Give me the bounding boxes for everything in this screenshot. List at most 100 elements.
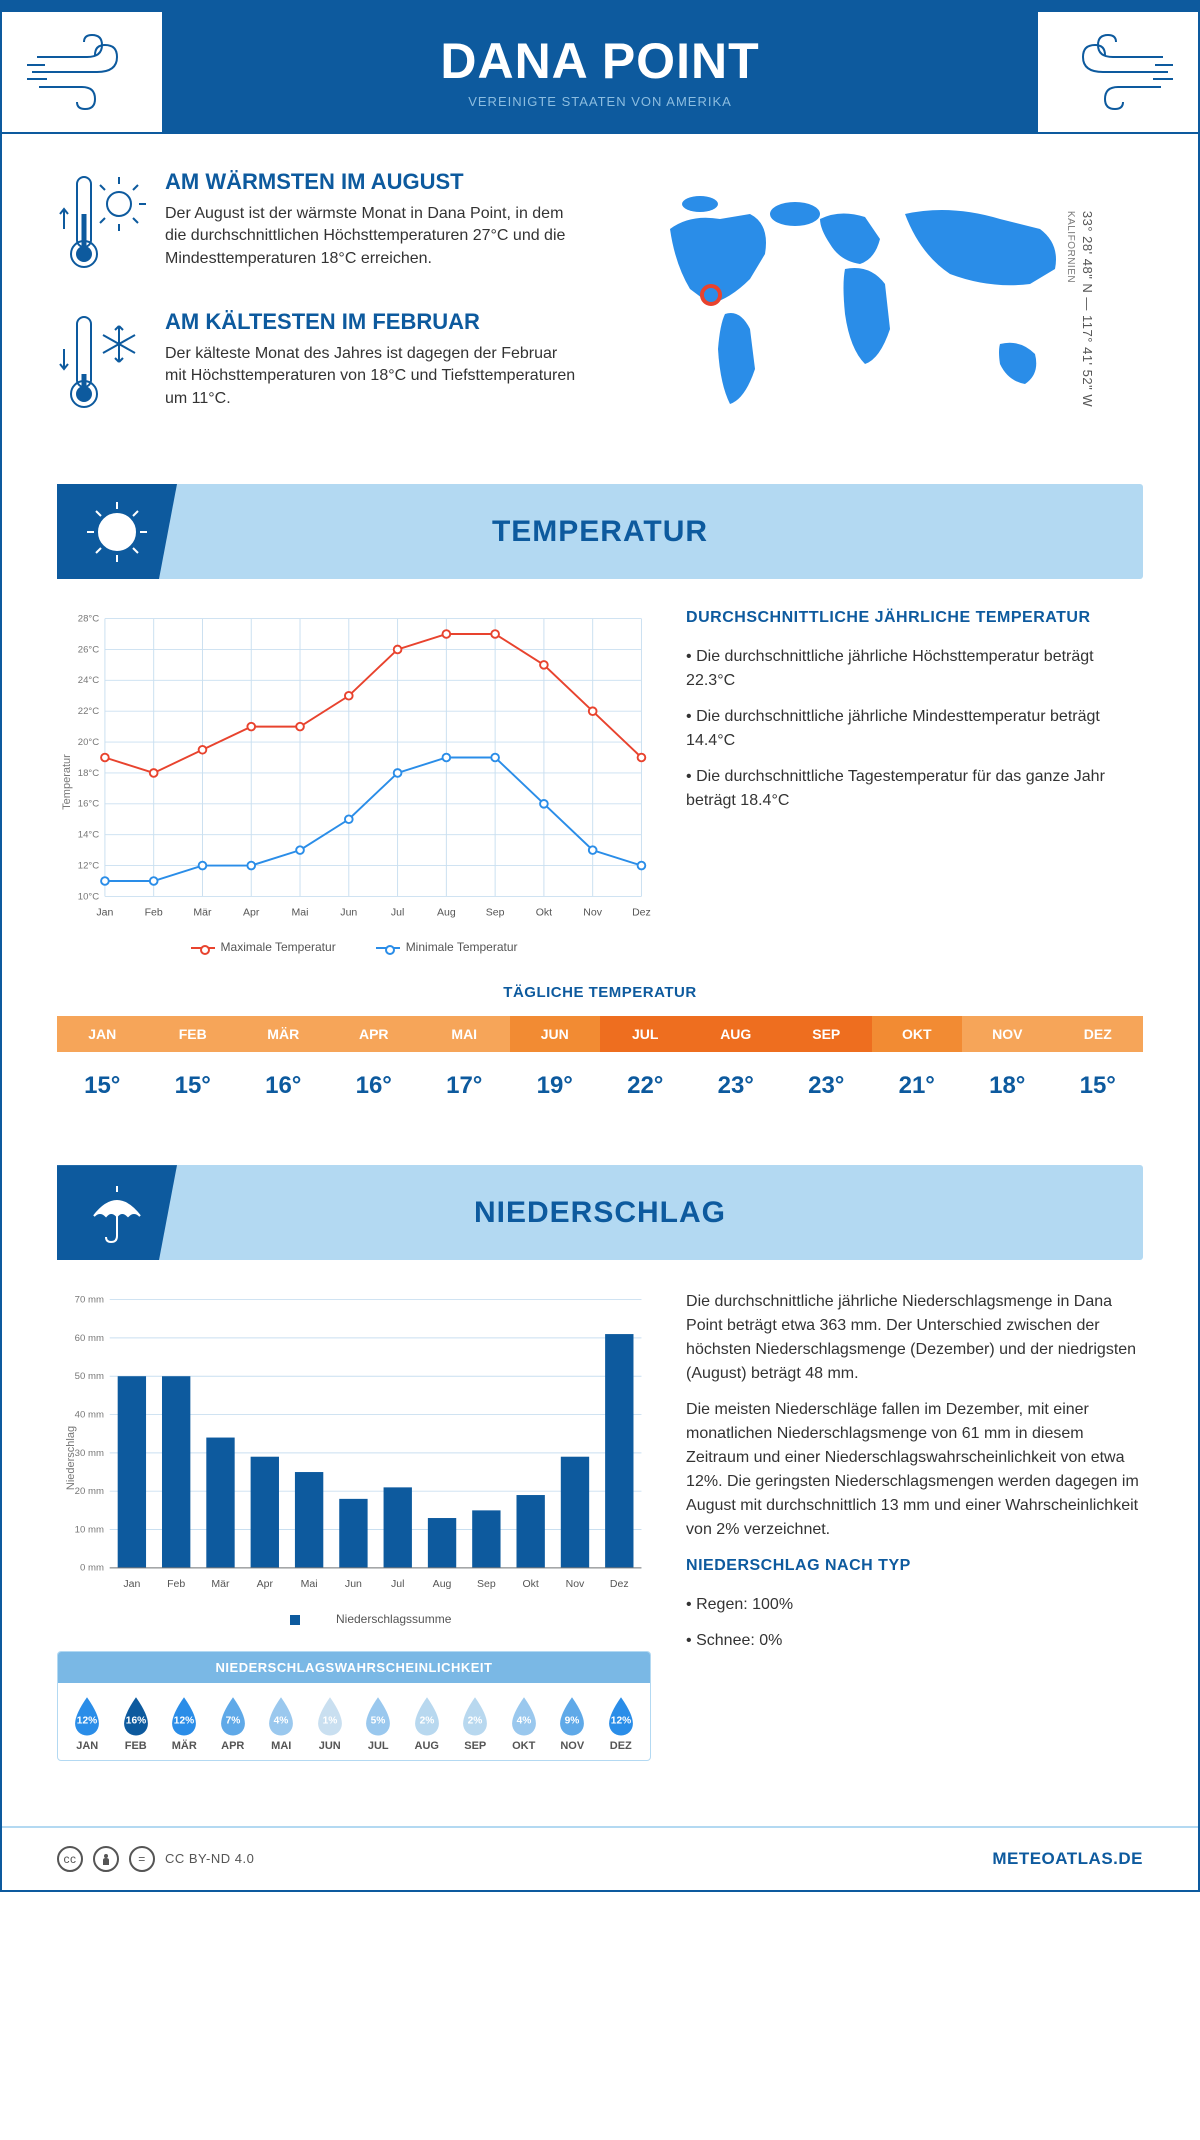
svg-text:Jan: Jan [96, 907, 113, 919]
temp-cell: FEB 15° [148, 1016, 239, 1120]
svg-text:Aug: Aug [437, 907, 456, 919]
prob-cell: 9% NOV [548, 1695, 597, 1752]
svg-text:Apr: Apr [243, 907, 260, 919]
svg-text:Mai: Mai [292, 907, 309, 919]
svg-text:Jul: Jul [391, 907, 404, 919]
temp-cell: AUG 23° [691, 1016, 782, 1120]
svg-text:40 mm: 40 mm [75, 1410, 104, 1421]
coldest-title: AM KÄLTESTEN IM FEBRUAR [165, 309, 580, 335]
page-subtitle: VEREINIGTE STAATEN VON AMERIKA [22, 94, 1178, 109]
prob-cell: 2% AUG [403, 1695, 452, 1752]
svg-text:Mär: Mär [211, 1578, 230, 1590]
prob-cell: 12% DEZ [597, 1695, 646, 1752]
temp-cell: APR 16° [329, 1016, 420, 1120]
svg-text:70 mm: 70 mm [75, 1295, 104, 1306]
svg-text:Jun: Jun [345, 1578, 362, 1590]
temp-cell: JAN 15° [57, 1016, 148, 1120]
svg-text:Aug: Aug [433, 1578, 452, 1590]
temp-cell: JUN 19° [510, 1016, 601, 1120]
location-marker-icon [700, 284, 722, 306]
svg-text:14°C: 14°C [78, 830, 99, 841]
prob-cell: 5% JUL [354, 1695, 403, 1752]
precipitation-probability: NIEDERSCHLAGSWAHRSCHEINLICHKEIT 12% JAN … [57, 1651, 651, 1761]
site-name: METEOATLAS.DE [992, 1849, 1143, 1869]
coordinates: 33° 28' 48" N — 117° 41' 52" W KALIFORNI… [1065, 211, 1095, 407]
wind-icon-right [1038, 12, 1198, 132]
svg-text:12%: 12% [174, 1715, 194, 1726]
prob-cell: 1% JUN [306, 1695, 355, 1752]
svg-text:26°C: 26°C [78, 644, 99, 655]
cc-icon: cc [57, 1846, 83, 1872]
section-banner-temperature: TEMPERATUR [57, 484, 1143, 579]
temp-cell: MAI 17° [419, 1016, 510, 1120]
thermometer-hot-icon [57, 169, 147, 279]
daily-temp-title: TÄGLICHE TEMPERATUR [57, 984, 1143, 1001]
header: DANA POINT VEREINIGTE STAATEN VON AMERIK… [2, 2, 1198, 134]
legend-max: Maximale Temperatur [191, 940, 336, 954]
warmest-title: AM WÄRMSTEN IM AUGUST [165, 169, 580, 195]
svg-text:2%: 2% [419, 1715, 434, 1726]
wind-icon-left [2, 12, 162, 132]
svg-text:4%: 4% [516, 1715, 531, 1726]
temp-cell: MÄR 16° [238, 1016, 329, 1120]
svg-text:7%: 7% [225, 1715, 240, 1726]
svg-text:28°C: 28°C [78, 613, 99, 624]
svg-text:Apr: Apr [257, 1578, 274, 1590]
section-banner-precipitation: NIEDERSCHLAG [57, 1165, 1143, 1260]
svg-text:4%: 4% [274, 1715, 289, 1726]
svg-text:Feb: Feb [145, 907, 163, 919]
precipitation-bar-chart: Niederschlag 0 mm10 mm20 mm30 mm40 mm50 … [57, 1290, 651, 1626]
temp-cell: JUL 22° [600, 1016, 691, 1120]
footer: cc = CC BY-ND 4.0 METEOATLAS.DE [2, 1826, 1198, 1890]
svg-text:Feb: Feb [167, 1578, 185, 1590]
prob-cell: 16% FEB [112, 1695, 161, 1752]
license-text: CC BY-ND 4.0 [165, 1851, 254, 1866]
svg-text:24°C: 24°C [78, 675, 99, 686]
svg-text:16%: 16% [126, 1715, 146, 1726]
svg-text:Sep: Sep [486, 907, 505, 919]
daily-temp-table: JAN 15° FEB 15° MÄR 16° APR 16° MAI 17° … [57, 1016, 1143, 1120]
svg-text:Dez: Dez [632, 907, 651, 919]
svg-text:Mär: Mär [193, 907, 212, 919]
svg-text:50 mm: 50 mm [75, 1371, 104, 1382]
temp-cell: DEZ 15° [1053, 1016, 1144, 1120]
svg-text:12%: 12% [611, 1715, 631, 1726]
temperature-summary: DURCHSCHNITTLICHE JÄHRLICHE TEMPERATUR D… [686, 609, 1143, 954]
svg-text:12°C: 12°C [78, 860, 99, 871]
precipitation-summary: Die durchschnittliche jährliche Niedersc… [686, 1290, 1143, 1761]
svg-text:Nov: Nov [583, 907, 602, 919]
svg-text:10°C: 10°C [78, 891, 99, 902]
temp-cell: SEP 23° [781, 1016, 872, 1120]
svg-text:Sep: Sep [477, 1578, 496, 1590]
svg-text:Jun: Jun [340, 907, 357, 919]
coldest-block: AM KÄLTESTEN IM FEBRUAR Der kälteste Mon… [57, 309, 580, 419]
svg-text:9%: 9% [565, 1715, 580, 1726]
svg-text:Okt: Okt [536, 907, 552, 919]
svg-text:16°C: 16°C [78, 799, 99, 810]
svg-text:60 mm: 60 mm [75, 1333, 104, 1344]
svg-text:Jul: Jul [391, 1578, 404, 1590]
svg-text:Jan: Jan [123, 1578, 140, 1590]
svg-text:22°C: 22°C [78, 706, 99, 717]
svg-text:Mai: Mai [301, 1578, 318, 1590]
svg-text:2%: 2% [468, 1715, 483, 1726]
legend-precip: Niederschlagssumme [257, 1612, 452, 1626]
sun-icon [57, 484, 177, 579]
by-icon [93, 1846, 119, 1872]
temp-cell: NOV 18° [962, 1016, 1053, 1120]
umbrella-icon [57, 1165, 177, 1260]
precipitation-heading: NIEDERSCHLAG [474, 1196, 726, 1230]
svg-text:0 mm: 0 mm [80, 1563, 104, 1574]
temp-cell: OKT 21° [872, 1016, 963, 1120]
page-title: DANA POINT [22, 32, 1178, 90]
warmest-block: AM WÄRMSTEN IM AUGUST Der August ist der… [57, 169, 580, 279]
svg-text:20 mm: 20 mm [75, 1486, 104, 1497]
svg-text:10 mm: 10 mm [75, 1525, 104, 1536]
prob-cell: 12% JAN [63, 1695, 112, 1752]
svg-text:5%: 5% [371, 1715, 386, 1726]
svg-text:Nov: Nov [566, 1578, 585, 1590]
prob-cell: 7% APR [209, 1695, 258, 1752]
svg-text:1%: 1% [322, 1715, 337, 1726]
prob-cell: 4% OKT [500, 1695, 549, 1752]
world-map: 33° 28' 48" N — 117° 41' 52" W KALIFORNI… [620, 169, 1143, 449]
